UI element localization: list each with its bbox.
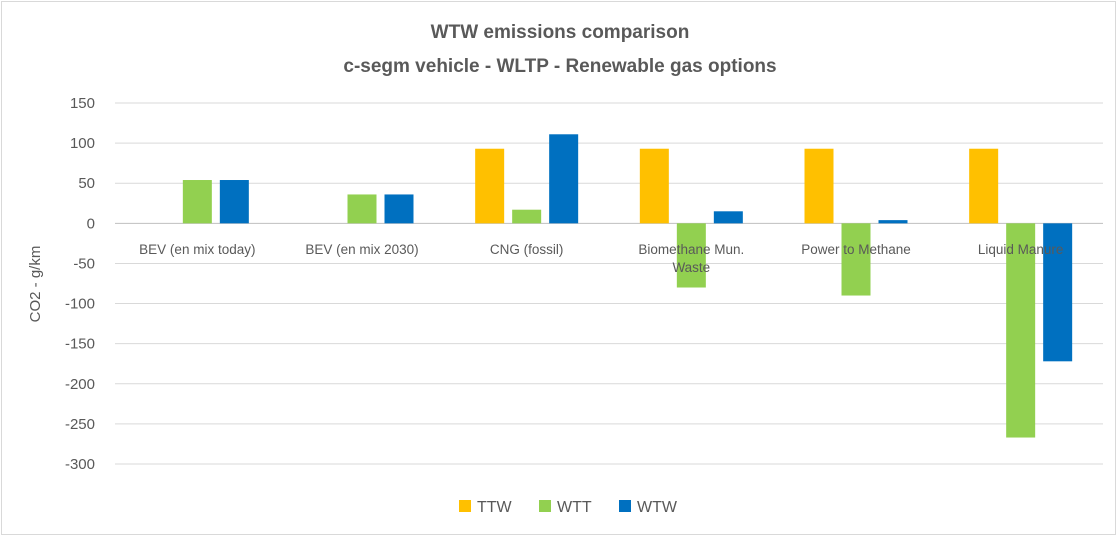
legend-label: TTW (477, 499, 513, 516)
bar-ttw (969, 148, 999, 224)
legend: TTW WTT WTW (459, 499, 678, 516)
bar-wtt (841, 223, 871, 296)
category-label: BEV (en mix today) (139, 242, 255, 257)
y-tick-label: -50 (73, 255, 95, 272)
bar-wtw (1043, 223, 1073, 362)
bar-ttw (804, 148, 834, 224)
bar-ttw (639, 148, 669, 224)
bar-ttw (475, 148, 505, 224)
y-tick-label: -300 (65, 456, 95, 473)
bar-wtw (384, 194, 414, 224)
category-label: Liquid Manure (978, 242, 1064, 257)
y-tick-labels: 150 100 50 0 -50 -100 -150 -200 -250 -300 (65, 95, 95, 473)
bar-wtw (549, 134, 579, 224)
chart-title: WTW emissions comparison (431, 22, 690, 43)
category-labels: BEV (en mix today) BEV (en mix 2030) CNG (… (139, 242, 1063, 275)
legend-swatch-wtt (539, 500, 551, 512)
bar-wtt (512, 209, 542, 224)
chart-subtitle: c-segm vehicle - WLTP - Renewable gas op… (343, 56, 776, 77)
gridlines (115, 102, 1103, 465)
bar-wtw (713, 211, 743, 224)
y-axis-title: CO2 - g/km (27, 246, 44, 323)
bar-wtt (182, 180, 212, 224)
bar-wtt (1006, 223, 1036, 438)
y-tick-label: 150 (70, 95, 95, 112)
y-tick-label: -200 (65, 376, 95, 393)
y-tick-label: 50 (78, 175, 95, 192)
bar-wtt (676, 223, 706, 288)
y-tick-label: 0 (87, 215, 95, 232)
bar-wtw (878, 220, 908, 224)
category-label: Biomethane Mun. Waste (638, 242, 744, 275)
category-label: CNG (fossil) (490, 242, 564, 257)
y-tick-label: -150 (65, 336, 95, 353)
y-tick-label: -100 (65, 296, 95, 313)
category-label: Power to Methane (801, 242, 911, 257)
bar-wtw (219, 180, 249, 224)
y-tick-label: 100 (70, 135, 95, 152)
category-label: BEV (en mix 2030) (305, 242, 418, 257)
legend-label: WTW (637, 499, 678, 516)
bars (182, 134, 1073, 438)
legend-swatch-ttw (459, 500, 471, 512)
bar-wtt (347, 194, 377, 224)
legend-label: WTT (557, 499, 592, 516)
legend-swatch-wtw (619, 500, 631, 512)
y-tick-label: -250 (65, 416, 95, 433)
